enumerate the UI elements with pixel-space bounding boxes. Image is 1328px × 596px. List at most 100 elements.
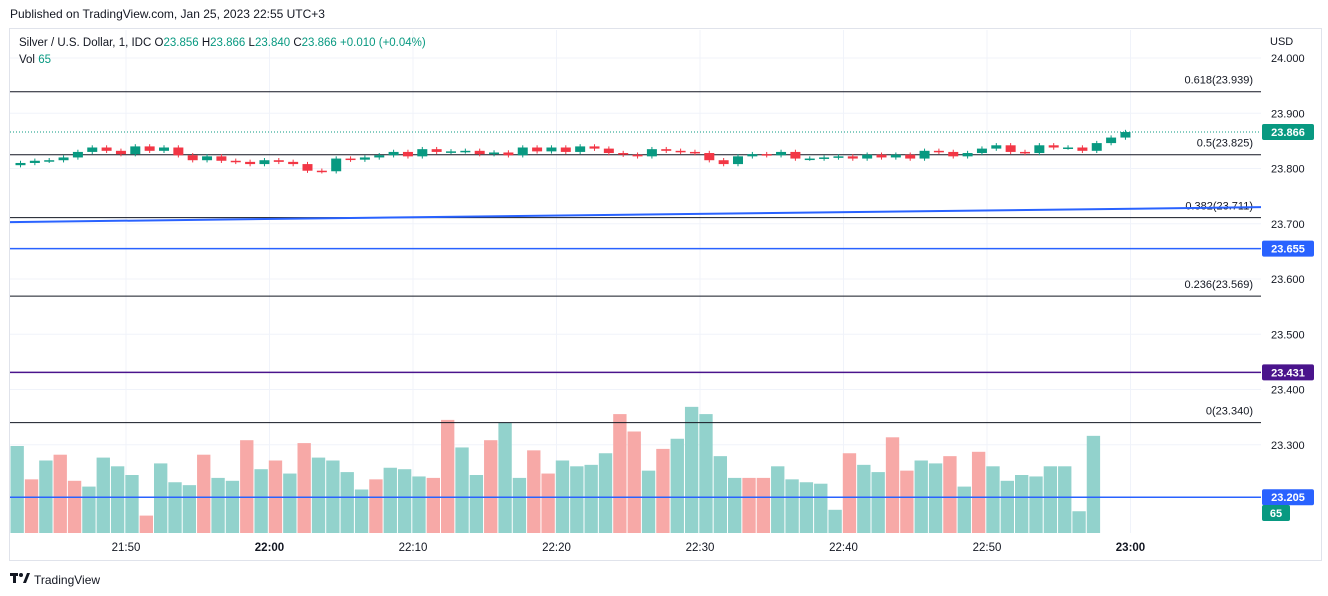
candles <box>15 129 1131 174</box>
candle-body <box>1106 137 1117 144</box>
candle-body <box>446 151 456 153</box>
volume-bar <box>125 475 139 533</box>
volume-bar <box>455 447 469 533</box>
price-badge <box>1262 240 1314 257</box>
volume-bar <box>484 440 498 533</box>
volume-bar <box>369 479 383 533</box>
candle-body <box>187 155 198 161</box>
candle-body <box>503 152 514 156</box>
volume-bar <box>254 469 268 533</box>
volume-bar <box>684 406 699 533</box>
published-caption: Published on TradingView.com, Jan 25, 20… <box>10 7 325 21</box>
candle-body <box>546 147 557 152</box>
fib-level-label: 0.618(23.939) <box>1185 75 1254 87</box>
volume-bar <box>713 456 727 533</box>
volume-bar <box>426 477 440 533</box>
candle-body <box>159 147 169 151</box>
volume-bar <box>900 470 914 533</box>
y-tick-label: 23.700 <box>1271 219 1305 231</box>
volume-bar <box>641 470 656 533</box>
volume-bar <box>728 477 742 533</box>
candle-body <box>804 158 815 161</box>
candle-body <box>44 160 55 162</box>
volume-bar <box>311 457 326 533</box>
x-tick-label: 22:20 <box>542 542 571 554</box>
candle-body <box>819 157 830 159</box>
candle-body <box>919 150 930 159</box>
footer: TradingView <box>10 572 100 587</box>
volume-bar <box>383 467 397 533</box>
legend-volume-label[interactable]: Vol <box>19 54 35 66</box>
candle-body <box>575 146 586 152</box>
candle-body <box>417 149 428 157</box>
legend-open-label: O <box>154 37 164 49</box>
volume-bar <box>971 451 986 533</box>
candle-body <box>87 147 98 152</box>
price-badge <box>1262 124 1314 141</box>
x-tick-label: 22:50 <box>973 542 1002 554</box>
volume-bar <box>885 437 900 533</box>
candle-body <box>474 150 485 155</box>
candle-body <box>876 154 887 158</box>
candle-body <box>460 150 471 153</box>
footer-brand[interactable]: TradingView <box>34 572 101 587</box>
candle-body <box>230 160 241 163</box>
candle-body <box>331 158 342 172</box>
candle-body <box>733 156 743 165</box>
volume-bar <box>986 466 1000 533</box>
volume-bar <box>240 440 254 533</box>
fib-level-label: 0.382(23.711) <box>1185 201 1253 213</box>
volume-bar <box>297 443 311 533</box>
x-tick-label: 22:10 <box>399 542 428 554</box>
candle-body <box>560 147 571 152</box>
candle-body <box>862 154 873 159</box>
volume-bar <box>211 477 225 533</box>
legend-low-label: L <box>248 37 255 49</box>
y-tick-label: 24.000 <box>1271 53 1305 65</box>
price-badge-label: 23.205 <box>1271 492 1305 504</box>
candle-body <box>115 150 126 155</box>
chart-frame <box>9 28 1322 561</box>
fib-level-label: 0.236(23.569) <box>1185 279 1254 291</box>
legend-change: +0.010 (+0.04%) <box>340 37 426 49</box>
volume-bar <box>469 475 484 533</box>
candle-body <box>29 160 40 163</box>
volume-bar <box>340 472 354 533</box>
volume-bars <box>10 406 1101 533</box>
candle-body <box>216 156 227 161</box>
x-tick-label: 22:40 <box>829 542 858 554</box>
x-tick-label: 22:00 <box>255 542 284 554</box>
candle-body <box>675 150 686 153</box>
legend-close: 23.866 <box>301 37 337 49</box>
volume-bar <box>1086 435 1101 533</box>
volume-bar <box>699 414 713 533</box>
volume-bar <box>771 466 785 533</box>
volume-bar <box>139 515 153 533</box>
candle-body <box>1048 145 1059 148</box>
price-badge <box>1262 489 1314 506</box>
legend-high-label: H <box>201 37 211 49</box>
x-tick-label: 21:50 <box>112 542 141 554</box>
volume-bar <box>397 469 412 533</box>
volume-bar <box>512 477 527 533</box>
tradingview-logo-icon[interactable] <box>10 572 30 587</box>
candle-body <box>689 151 700 154</box>
candle-body <box>948 151 959 157</box>
legend-row-volume: Vol 65 <box>19 52 426 69</box>
volume-bar <box>627 431 641 533</box>
legend-symbol[interactable]: Silver / U.S. Dollar, 1, IDC <box>19 37 152 49</box>
volume-bar <box>814 483 828 533</box>
candle-body <box>661 149 672 151</box>
legend-high: 23.866 <box>210 37 246 49</box>
candle-body <box>962 153 973 157</box>
candle-body <box>273 160 284 162</box>
volume-bar <box>570 466 584 533</box>
volume-bar <box>598 453 613 533</box>
x-tick-label: 23:00 <box>1116 542 1145 554</box>
volume-bar <box>283 473 297 533</box>
candle-body <box>259 160 270 165</box>
volume-bar <box>928 463 943 533</box>
candle-body <box>833 156 844 158</box>
volume-bar <box>53 454 67 533</box>
